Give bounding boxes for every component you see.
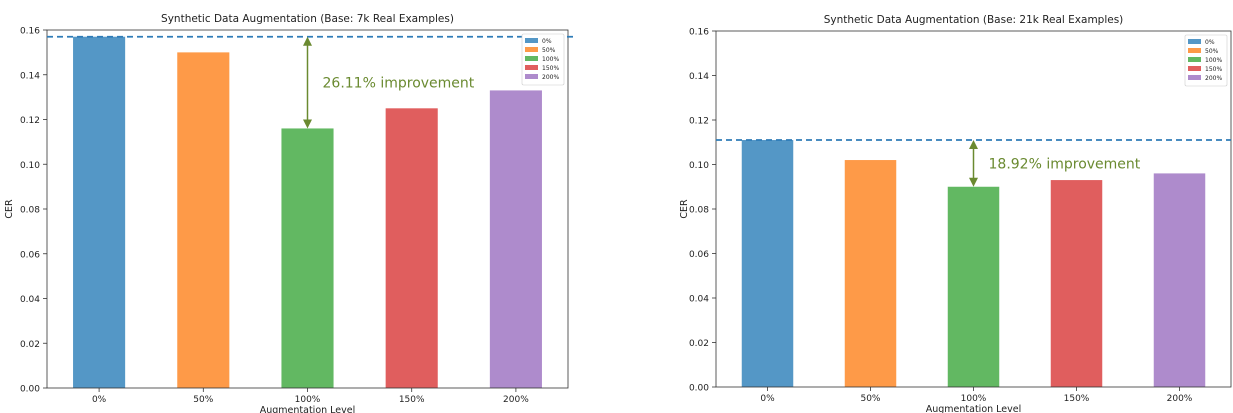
y-tick-label: 0.10 [689, 161, 709, 171]
y-tick-label: 0.14 [689, 72, 709, 82]
chart-title: Synthetic Data Augmentation (Base: 21k R… [824, 14, 1124, 26]
legend-label: 100% [542, 56, 559, 63]
bar-150pct [1050, 180, 1103, 387]
bar-200pct [489, 90, 542, 388]
bar-50pct [844, 160, 897, 387]
y-tick-label: 0.00 [20, 385, 40, 395]
legend-label: 200% [542, 74, 559, 81]
arrow-head-up [303, 36, 312, 46]
x-tick-label: 100% [961, 394, 987, 404]
legend-label: 150% [1205, 66, 1222, 73]
y-axis-label: CER [4, 199, 15, 219]
x-tick-label: 150% [399, 395, 425, 405]
chart-title: Synthetic Data Augmentation (Base: 7k Re… [161, 13, 454, 25]
arrow-head-down [303, 119, 312, 129]
legend-swatch [525, 38, 538, 43]
legend-swatch [525, 65, 538, 70]
bar-0pct [741, 140, 794, 387]
legend-label: 50% [1205, 48, 1219, 55]
bar-0pct [73, 36, 126, 389]
x-tick-label: 200% [1167, 394, 1193, 404]
x-tick-label: 100% [295, 395, 321, 405]
legend-box [521, 33, 565, 86]
arrow-head-down [969, 177, 978, 187]
legend-swatch [1188, 39, 1201, 44]
bar-200pct [1153, 173, 1206, 387]
chart-right: Synthetic Data Augmentation (Base: 21k R… [660, 0, 1233, 413]
y-tick-label: 0.14 [20, 71, 40, 81]
y-tick-label: 0.10 [20, 161, 40, 171]
legend-swatch [525, 47, 538, 52]
bar-50pct [177, 52, 230, 388]
y-tick-label: 0.08 [20, 206, 40, 216]
y-tick-label: 0.08 [689, 206, 709, 216]
x-tick-label: 0% [760, 394, 775, 404]
x-axis-label: Augmentation Level [926, 404, 1022, 413]
y-tick-label: 0.02 [20, 340, 40, 350]
x-tick-label: 50% [193, 395, 213, 405]
bar-100pct [947, 186, 1000, 387]
x-tick-label: 150% [1064, 394, 1090, 404]
legend-swatch [525, 74, 538, 79]
bar-150pct [385, 108, 438, 388]
chart-left: Synthetic Data Augmentation (Base: 7k Re… [0, 0, 600, 413]
legend-box [1184, 34, 1228, 87]
legend-label: 200% [1205, 75, 1222, 82]
y-tick-label: 0.04 [20, 295, 40, 305]
y-tick-label: 0.12 [689, 117, 709, 127]
chart-right-svg: Synthetic Data Augmentation (Base: 21k R… [679, 14, 1232, 413]
y-tick-label: 0.02 [689, 339, 709, 349]
legend-label: 0% [542, 38, 552, 45]
improvement-annotation: 18.92% improvement [989, 156, 1141, 172]
y-tick-label: 0.04 [689, 295, 709, 305]
legend-swatch [1188, 48, 1201, 53]
x-axis-label: Augmentation Level [260, 405, 356, 413]
y-tick-label: 0.06 [689, 250, 709, 260]
legend-swatch [1188, 75, 1201, 80]
legend-swatch [525, 56, 538, 61]
x-tick-label: 0% [92, 395, 107, 405]
y-axis-label: CER [679, 199, 690, 219]
legend-label: 150% [542, 65, 559, 72]
bar-100pct [281, 128, 334, 388]
x-tick-label: 50% [860, 394, 880, 404]
chart-left-svg: Synthetic Data Augmentation (Base: 7k Re… [4, 13, 574, 413]
y-tick-label: 0.12 [20, 116, 40, 126]
legend-label: 50% [542, 47, 556, 54]
improvement-annotation: 26.11% improvement [323, 76, 475, 92]
legend-swatch [1188, 66, 1201, 71]
y-tick-label: 0.16 [689, 28, 709, 38]
y-tick-label: 0.16 [20, 27, 40, 37]
legend-label: 100% [1205, 57, 1222, 64]
y-tick-label: 0.00 [689, 384, 709, 394]
y-tick-label: 0.06 [20, 250, 40, 260]
arrow-head-up [969, 140, 978, 150]
legend-swatch [1188, 57, 1201, 62]
x-tick-label: 200% [503, 395, 529, 405]
legend-label: 0% [1205, 39, 1215, 46]
